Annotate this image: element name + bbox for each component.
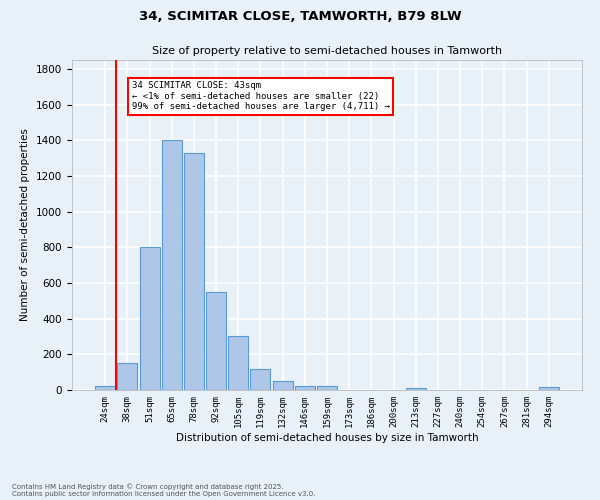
- Bar: [162, 140, 182, 390]
- Bar: [118, 363, 137, 390]
- X-axis label: Distribution of semi-detached houses by size in Tamworth: Distribution of semi-detached houses by …: [176, 432, 478, 442]
- Bar: [95, 386, 115, 390]
- Y-axis label: Number of semi-detached properties: Number of semi-detached properties: [20, 128, 31, 322]
- Bar: [317, 386, 337, 390]
- Bar: [272, 381, 293, 390]
- Bar: [228, 336, 248, 390]
- Bar: [539, 388, 559, 390]
- Bar: [406, 388, 426, 390]
- Bar: [250, 368, 271, 390]
- Text: Contains HM Land Registry data © Crown copyright and database right 2025.: Contains HM Land Registry data © Crown c…: [12, 484, 284, 490]
- Text: 34 SCIMITAR CLOSE: 43sqm
← <1% of semi-detached houses are smaller (22)
99% of s: 34 SCIMITAR CLOSE: 43sqm ← <1% of semi-d…: [132, 82, 390, 111]
- Bar: [184, 153, 204, 390]
- Text: 34, SCIMITAR CLOSE, TAMWORTH, B79 8LW: 34, SCIMITAR CLOSE, TAMWORTH, B79 8LW: [139, 10, 461, 23]
- Bar: [140, 248, 160, 390]
- Text: Contains public sector information licensed under the Open Government Licence v3: Contains public sector information licen…: [12, 491, 316, 497]
- Title: Size of property relative to semi-detached houses in Tamworth: Size of property relative to semi-detach…: [152, 46, 502, 56]
- Bar: [295, 386, 315, 390]
- Bar: [206, 292, 226, 390]
